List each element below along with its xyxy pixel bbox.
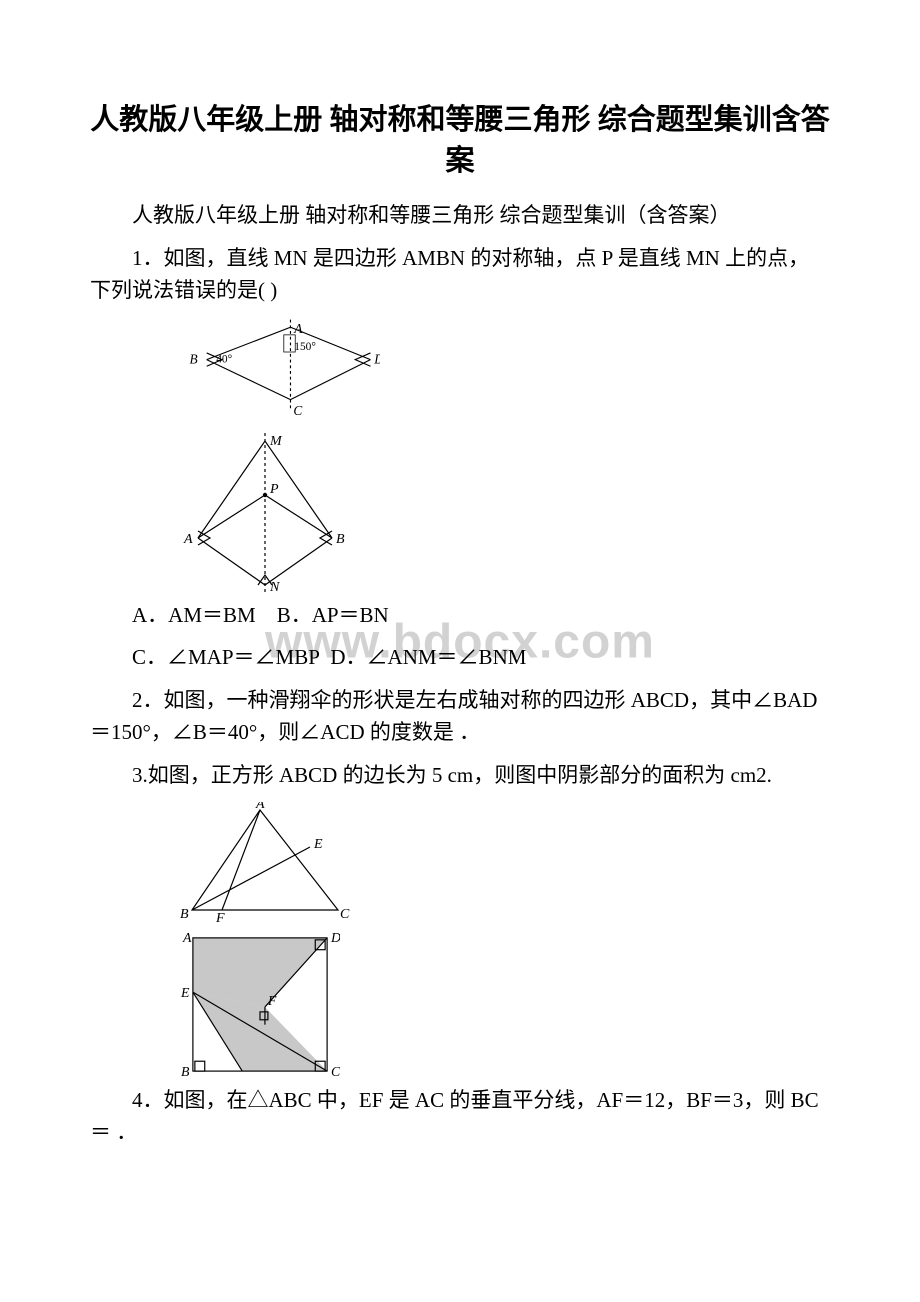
svg-text:C: C (340, 907, 350, 922)
svg-text:P: P (269, 482, 279, 497)
svg-text:F: F (267, 993, 277, 1008)
svg-text:A: A (293, 321, 303, 336)
svg-text:B: B (181, 1064, 190, 1078)
svg-text:A: A (255, 802, 265, 812)
svg-text:D: D (373, 351, 380, 366)
svg-text:150°: 150° (294, 341, 316, 353)
figure-1-bottom: M A B N P (180, 433, 830, 593)
figure-3-bottom: A D B C E F (180, 928, 830, 1078)
svg-text:N: N (269, 580, 280, 593)
svg-text:E: E (313, 837, 323, 852)
svg-text:A: A (182, 929, 192, 944)
q4-stem: 4．如图，在△ABC 中，EF 是 AC 的垂直平分线，AF＝12，BF＝3，则… (90, 1084, 830, 1149)
svg-text:E: E (180, 985, 190, 1000)
svg-text:40°: 40° (216, 353, 232, 365)
subtitle-text: 人教版八年级上册 轴对称和等腰三角形 综合题型集训（含答案） (90, 199, 830, 232)
svg-text:M: M (269, 434, 283, 449)
svg-text:A: A (183, 532, 193, 547)
svg-text:D: D (330, 929, 340, 944)
svg-text:F: F (215, 911, 225, 922)
figure-3-top: A B C E F (180, 802, 830, 922)
figure-1-top: A B C D 40° 150° (180, 317, 830, 427)
q3-stem: 3.如图，正方形 ABCD 的边长为 5 cm，则图中阴影部分的面积为 cm2. (90, 759, 830, 792)
q1-opt-a: A．AM＝BM (132, 603, 256, 627)
q1-stem: 1．如图，直线 MN 是四边形 AMBN 的对称轴，点 P 是直线 MN 上的点… (90, 242, 830, 307)
svg-text:B: B (336, 532, 345, 547)
q1-opt-c: C．∠MAP＝∠MBP (132, 645, 320, 669)
svg-text:B: B (190, 351, 198, 366)
q1-opt-d: D．∠ANM＝∠BNM (330, 645, 526, 669)
svg-text:B: B (180, 907, 189, 922)
q1-options-cd: C．∠MAP＝∠MBP D．∠ANM＝∠BNM (90, 641, 830, 674)
page-title: 人教版八年级上册 轴对称和等腰三角形 综合题型集训含答案 (90, 100, 830, 181)
q1-options-ab: A．AM＝BM B．AP＝BN (90, 599, 830, 632)
svg-text:C: C (293, 403, 303, 418)
q2-stem: 2．如图，一种滑翔伞的形状是左右成轴对称的四边形 ABCD，其中∠BAD＝150… (90, 684, 830, 749)
q1-opt-b: B．AP＝BN (277, 603, 389, 627)
svg-text:C: C (331, 1064, 340, 1078)
